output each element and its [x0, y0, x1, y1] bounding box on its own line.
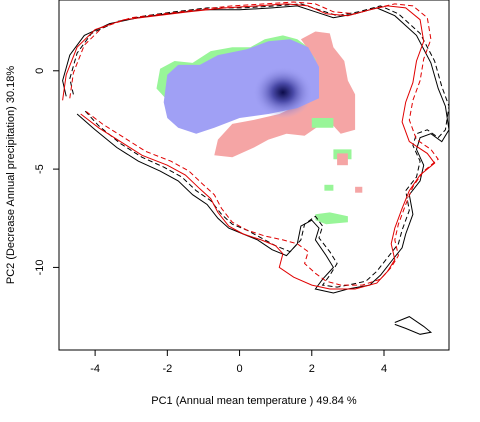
y-tick-label: 0	[34, 68, 46, 74]
x-axis-label: PC1 (Annual mean temperature ) 49.84 %	[151, 395, 357, 407]
region-stable-5	[324, 184, 334, 191]
x-tick-label: 0	[236, 363, 242, 375]
y-axis-label: PC2 (Decrease Annual precipitation) 30.1…	[5, 66, 17, 285]
x-tick-label: -2	[162, 363, 172, 375]
contour-line-4	[69, 1, 439, 286]
y-axis: 0 -5 -10	[34, 68, 60, 275]
region-expansion-1	[214, 31, 356, 158]
contour-line-3	[62, 3, 436, 290]
x-tick-label: 2	[309, 363, 315, 375]
environment-contours	[62, 1, 449, 335]
region-stable-3	[311, 118, 334, 128]
x-axis: -4 -2 0 2 4	[90, 349, 387, 375]
y-tick-label: -5	[34, 164, 46, 174]
x-tick-label: 4	[381, 363, 387, 375]
x-tick-label: -4	[90, 363, 100, 375]
niche-regions	[156, 31, 363, 225]
region-expansion-7	[337, 153, 348, 166]
density-peak	[252, 66, 313, 119]
y-tick-label: -10	[34, 259, 46, 275]
region-stable-6	[315, 212, 348, 225]
contour-line-2	[394, 316, 433, 335]
region-expansion-8	[355, 186, 363, 193]
contour-line-0	[62, 5, 449, 294]
